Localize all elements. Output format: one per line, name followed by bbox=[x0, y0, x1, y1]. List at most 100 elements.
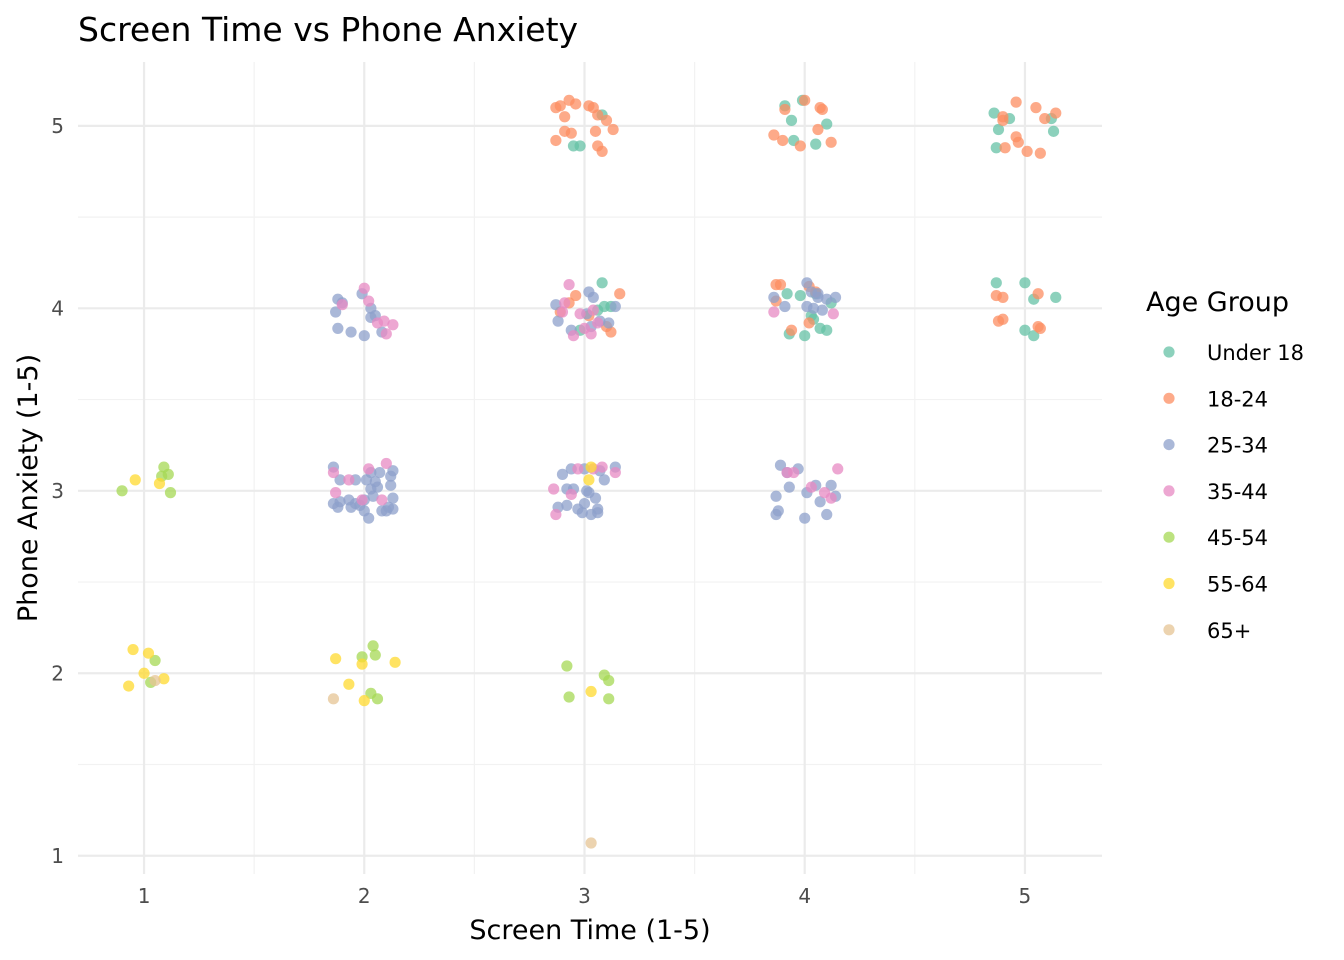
data-point bbox=[356, 494, 368, 506]
legend-key bbox=[1163, 392, 1175, 404]
data-point bbox=[162, 468, 174, 480]
data-point bbox=[363, 295, 375, 307]
data-point bbox=[570, 98, 582, 110]
data-point bbox=[799, 94, 811, 106]
data-point bbox=[550, 299, 562, 311]
legend-label: 55-64 bbox=[1207, 573, 1268, 597]
data-point bbox=[770, 490, 782, 502]
data-point bbox=[781, 288, 793, 300]
data-point bbox=[550, 508, 562, 521]
data-point bbox=[596, 461, 608, 473]
legend-label: Under 18 bbox=[1207, 341, 1304, 365]
data-point bbox=[785, 324, 798, 336]
data-point bbox=[387, 492, 399, 504]
data-point bbox=[825, 479, 837, 491]
data-point bbox=[345, 326, 357, 338]
series-group bbox=[149, 674, 597, 849]
data-point bbox=[585, 508, 597, 521]
data-point bbox=[585, 461, 597, 473]
data-point bbox=[821, 508, 833, 521]
data-point bbox=[387, 319, 399, 331]
data-point bbox=[153, 477, 166, 490]
data-point bbox=[567, 330, 580, 342]
data-point bbox=[356, 658, 368, 670]
data-point bbox=[592, 317, 604, 329]
data-point bbox=[576, 507, 588, 519]
data-point bbox=[814, 496, 826, 508]
x-tick-label: 4 bbox=[798, 884, 811, 908]
data-point bbox=[774, 459, 787, 471]
data-point bbox=[1034, 322, 1046, 335]
legend-key bbox=[1163, 577, 1175, 590]
data-point bbox=[572, 463, 584, 475]
data-point bbox=[565, 127, 577, 139]
series-group bbox=[123, 461, 597, 707]
data-point bbox=[583, 474, 595, 486]
data-point bbox=[589, 492, 602, 504]
data-point bbox=[358, 330, 370, 342]
data-point bbox=[371, 481, 384, 493]
data-point bbox=[343, 474, 355, 486]
data-point bbox=[788, 466, 800, 479]
data-point bbox=[158, 673, 170, 685]
data-point bbox=[600, 114, 613, 126]
data-point bbox=[561, 660, 573, 672]
data-point bbox=[807, 302, 820, 314]
chart-title: Screen Time vs Phone Anxiety bbox=[78, 10, 578, 49]
data-point bbox=[1050, 107, 1062, 119]
data-point bbox=[142, 647, 155, 659]
data-point bbox=[559, 111, 571, 123]
data-point bbox=[1019, 324, 1031, 336]
x-tick-label: 5 bbox=[1019, 884, 1032, 908]
y-tick-label: 5 bbox=[51, 114, 64, 138]
data-point bbox=[596, 145, 608, 158]
data-point bbox=[371, 317, 384, 329]
data-point bbox=[389, 656, 401, 668]
data-point bbox=[825, 136, 837, 148]
data-point bbox=[585, 328, 597, 340]
x-tick-label: 1 bbox=[138, 884, 151, 908]
data-point bbox=[367, 640, 379, 652]
data-point bbox=[327, 693, 340, 705]
data-point bbox=[587, 304, 599, 316]
data-point bbox=[607, 123, 619, 136]
data-point bbox=[829, 291, 842, 303]
data-point bbox=[812, 123, 824, 136]
legend-title: Age Group bbox=[1146, 287, 1289, 318]
data-point bbox=[1019, 277, 1031, 289]
data-point bbox=[827, 308, 839, 320]
data-point bbox=[768, 291, 780, 303]
data-point bbox=[1010, 96, 1022, 108]
data-point bbox=[589, 125, 602, 137]
data-point bbox=[367, 490, 379, 502]
data-point bbox=[779, 300, 791, 313]
legend-label: 65+ bbox=[1207, 619, 1251, 643]
data-point bbox=[988, 107, 1000, 119]
data-point bbox=[138, 667, 150, 679]
data-point bbox=[380, 328, 392, 340]
data-point bbox=[990, 142, 1002, 154]
data-point bbox=[812, 291, 824, 303]
data-point bbox=[768, 129, 780, 141]
data-point bbox=[997, 291, 1009, 303]
data-point bbox=[992, 123, 1005, 136]
data-point bbox=[1039, 112, 1051, 125]
y-tick-label: 4 bbox=[51, 296, 64, 320]
data-point bbox=[585, 837, 597, 849]
data-point bbox=[358, 695, 370, 707]
data-point bbox=[810, 138, 822, 150]
y-tick-label: 2 bbox=[51, 661, 64, 685]
data-point bbox=[570, 289, 582, 302]
data-point bbox=[592, 109, 604, 121]
data-point bbox=[127, 643, 139, 656]
data-point bbox=[330, 653, 342, 665]
data-point bbox=[380, 457, 392, 470]
data-point bbox=[358, 282, 370, 294]
data-point bbox=[585, 685, 597, 698]
data-point bbox=[330, 487, 342, 499]
data-point bbox=[334, 474, 346, 486]
data-point bbox=[770, 508, 782, 521]
data-point bbox=[574, 140, 586, 152]
data-point bbox=[832, 463, 844, 475]
